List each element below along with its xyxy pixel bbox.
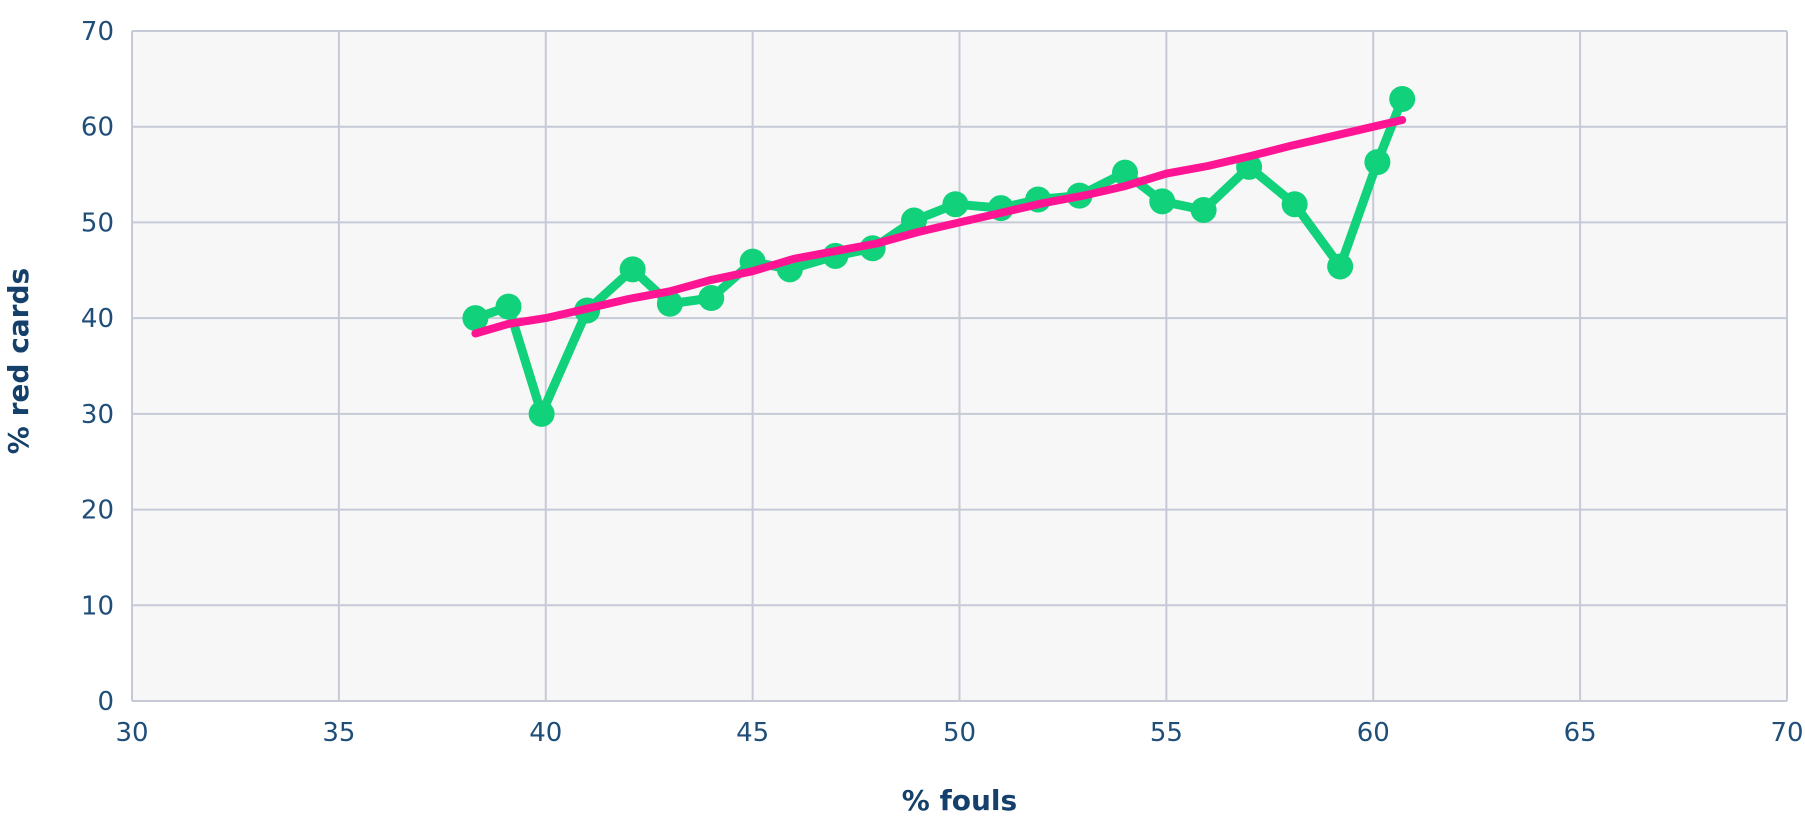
observed-point (656, 290, 683, 317)
x-tick-label: 65 (1564, 718, 1597, 748)
y-tick-label: 50 (81, 208, 114, 238)
series-layer (462, 85, 1416, 427)
x-tick-label: 70 (1770, 718, 1803, 748)
observed-point (1190, 196, 1217, 223)
y-tick-label: 70 (81, 17, 114, 47)
observed-point (462, 305, 489, 332)
y-tick-label: 40 (81, 304, 114, 334)
observed-point (1389, 85, 1416, 112)
x-tick-label: 40 (529, 718, 562, 748)
x-tick-label: 35 (322, 718, 355, 748)
y-tick-label: 30 (81, 400, 114, 430)
y-axis-ticks: 0 10 20 30 40 50 60 70 (81, 17, 114, 717)
y-tick-label: 60 (81, 113, 114, 143)
observed-point (900, 207, 927, 234)
y-tick-label: 0 (97, 687, 114, 717)
observed-point (1281, 191, 1308, 218)
observed-point (528, 400, 555, 427)
x-tick-label: 30 (115, 718, 148, 748)
observed-point (619, 256, 646, 283)
y-tick-label: 10 (81, 591, 114, 621)
x-tick-label: 60 (1357, 718, 1390, 748)
observed-point (1364, 149, 1391, 176)
x-axis-title: % fouls (902, 784, 1017, 817)
observed-point (1327, 253, 1354, 280)
y-tick-label: 20 (81, 496, 114, 526)
observed-point (698, 285, 725, 312)
x-tick-label: 50 (943, 718, 976, 748)
observed-point (1149, 188, 1176, 215)
x-tick-label: 55 (1150, 718, 1183, 748)
observed-point (942, 191, 969, 218)
x-tick-label: 45 (736, 718, 769, 748)
observed-point (1112, 159, 1138, 186)
fit-line (471, 116, 1407, 338)
y-axis-title: % red cards (2, 268, 35, 454)
observed-point (495, 293, 522, 320)
x-axis-ticks: 30 35 40 45 50 55 60 65 70 (115, 718, 1803, 748)
